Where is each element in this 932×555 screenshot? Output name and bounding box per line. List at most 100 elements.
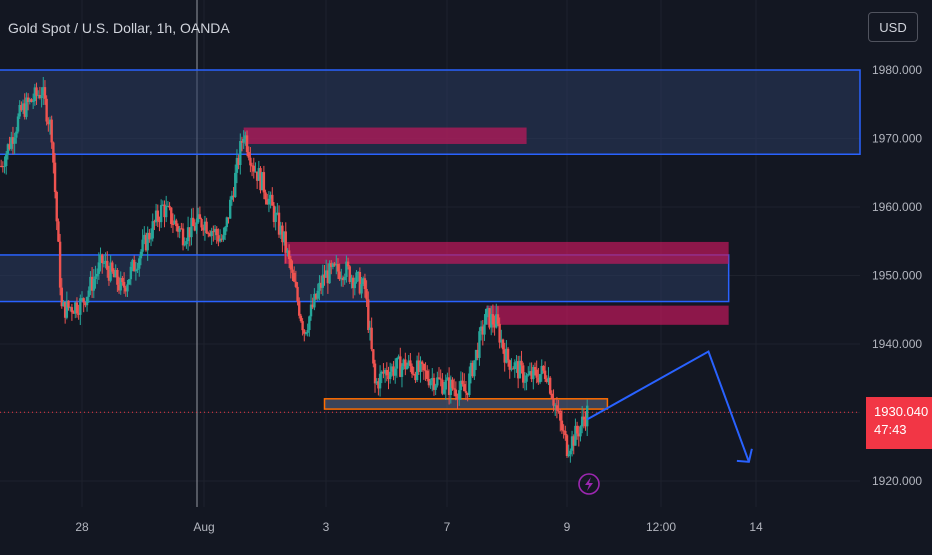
candle-body (491, 314, 495, 325)
candle-body (101, 254, 104, 264)
candle-body (3, 166, 6, 168)
candle-body (30, 99, 33, 102)
candle-body (388, 371, 392, 380)
candle-body (454, 389, 458, 397)
candle-body (380, 371, 383, 374)
candle-body (8, 144, 11, 149)
candle-body (431, 377, 434, 381)
candle-body (69, 307, 72, 309)
candle-body (513, 362, 516, 370)
candle-body (399, 356, 402, 377)
candle-body (208, 233, 212, 237)
supply-zone-pink[interactable] (243, 127, 527, 144)
currency-button[interactable]: USD (868, 12, 918, 42)
candle-body (446, 377, 449, 380)
candle-body (10, 137, 13, 149)
candle-body (579, 426, 582, 437)
support-zone-orange[interactable] (323, 398, 609, 410)
zones-layer (0, 69, 861, 410)
candle-body (143, 234, 146, 240)
candle-body (304, 332, 308, 334)
candle-body (426, 370, 429, 379)
candle-body (410, 366, 414, 374)
candle-body (286, 250, 289, 253)
candle-body (523, 381, 527, 383)
candle-body (572, 436, 575, 446)
candle-body (97, 262, 101, 274)
candle-body (473, 360, 476, 377)
candle-body (60, 287, 63, 307)
candle-body (234, 172, 237, 198)
candle-body (151, 221, 154, 239)
candle-body (6, 144, 10, 155)
candle-body (554, 405, 557, 407)
candle-body (75, 302, 79, 314)
projection-arrowhead (736, 448, 753, 463)
candle-body (170, 207, 173, 225)
candle-body (245, 135, 249, 153)
candle-body (94, 276, 97, 279)
candle-body (358, 271, 362, 294)
candle-body (79, 298, 82, 315)
candle-body (0, 165, 3, 167)
candle-body (269, 194, 272, 199)
supply-zone-pink[interactable] (284, 241, 729, 264)
candle-body (271, 194, 274, 206)
candle-body (355, 272, 358, 283)
candle-body (175, 220, 178, 227)
candle-body (247, 152, 250, 158)
candle-body (498, 323, 501, 343)
lightning-icon[interactable] (578, 473, 600, 495)
candle-body (397, 356, 400, 358)
candle-body (272, 205, 276, 222)
candle-body (515, 361, 518, 363)
candle-body (228, 199, 232, 219)
price-tick-label: 1940.000 (872, 337, 922, 351)
candle-body (242, 138, 245, 143)
candle-body (294, 281, 298, 287)
candle-body (284, 231, 287, 253)
candle-body (249, 157, 252, 166)
candle-body (188, 227, 191, 238)
candle-body (154, 210, 158, 223)
candle-body (55, 191, 58, 222)
candle-body (28, 99, 31, 102)
candle-body (471, 362, 474, 377)
candle-body (1, 166, 5, 168)
price-tick-label: 1920.000 (872, 474, 922, 488)
candle-body (33, 87, 37, 102)
candle-body (437, 377, 441, 379)
candle-body (409, 360, 412, 367)
projection-path[interactable] (586, 350, 750, 463)
price-tick-label: 1970.000 (872, 132, 922, 146)
candle-body (542, 365, 545, 371)
candle-body (495, 314, 498, 328)
candle-body (127, 279, 131, 285)
candle-body (483, 324, 486, 335)
candle-body (52, 142, 55, 163)
candle-body (116, 269, 119, 285)
candle-body (77, 313, 80, 315)
candle-body (412, 373, 415, 375)
candle-body (191, 217, 195, 227)
candle-body (148, 232, 151, 240)
candle-body (252, 165, 255, 172)
candle-body (540, 365, 543, 375)
candle-body (196, 214, 200, 223)
candle-body (112, 271, 116, 278)
time-tick-label: Aug (193, 520, 214, 534)
candle-body (53, 162, 57, 192)
candle-body (420, 361, 424, 365)
candle-body (37, 95, 40, 97)
candle-body (244, 135, 247, 139)
price-tick-label: 1950.000 (872, 269, 922, 283)
supply-zone-pink[interactable] (486, 305, 729, 325)
candle-body (210, 231, 213, 237)
candle-body (538, 374, 542, 383)
candle-body (501, 339, 505, 350)
candle-body (547, 377, 550, 382)
candle-body (586, 405, 589, 427)
candle-body (129, 266, 133, 280)
